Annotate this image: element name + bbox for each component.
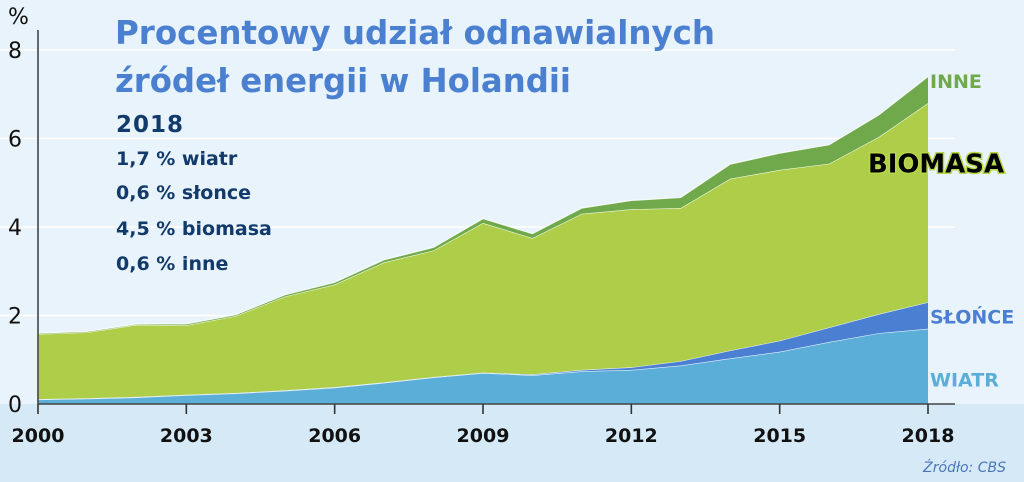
stat-inne: 0,6 % inne — [116, 253, 228, 275]
series-label-biomasa: BIOMASA — [868, 150, 1004, 180]
source-note: Źródło: CBS — [922, 458, 1006, 476]
stat-wiatr: 1,7 % wiatr — [116, 148, 238, 170]
y-tick-label-0: 0 — [8, 393, 22, 418]
area-wiatr — [38, 328, 928, 404]
stat-biomasa: 4,5 % biomasa — [116, 218, 272, 240]
series-labels: WIATR SŁOŃCE BIOMASA INNE — [867, 71, 1015, 392]
x-tick-label-2006: 2006 — [308, 425, 361, 447]
axes — [37, 30, 955, 405]
series-label-inne: INNE — [930, 71, 982, 93]
x-ticks: 2000 2003 2006 2009 2012 2015 2018 — [12, 404, 955, 447]
x-tick-label-2000: 2000 — [12, 425, 65, 447]
series-label-wiatr: WIATR — [930, 369, 999, 391]
y-tick-label-4: 4 — [8, 216, 22, 241]
y-ticks: 0 2 4 6 8 — [8, 39, 22, 418]
series-label-słońce: SŁOŃCE — [930, 306, 1014, 329]
x-tick-label-2003: 2003 — [160, 425, 213, 447]
x-tick-label-2009: 2009 — [457, 425, 510, 447]
area-edge-inne — [37, 76, 929, 334]
area-słońce — [38, 302, 928, 400]
y-tick-label-2: 2 — [8, 305, 22, 330]
x-tick-label-2018: 2018 — [902, 425, 955, 447]
y-tick-label-6: 6 — [8, 128, 22, 153]
chart-title-line1: Procentowy udział odnawialnych — [115, 13, 715, 52]
y-tick-label-8: 8 — [8, 39, 22, 64]
x-tick-label-2015: 2015 — [753, 425, 806, 447]
x-tick-label-2012: 2012 — [605, 425, 658, 447]
highlight-year: 2018 — [116, 112, 184, 138]
stacked-areas — [37, 76, 929, 404]
y-axis-unit: % — [8, 5, 29, 30]
area-biomasa — [38, 103, 928, 400]
x-axis-band — [0, 404, 1024, 482]
chart-title-line2: źródeł energii w Holandii — [115, 61, 571, 100]
stat-slonce: 0,6 % słonce — [116, 182, 251, 204]
